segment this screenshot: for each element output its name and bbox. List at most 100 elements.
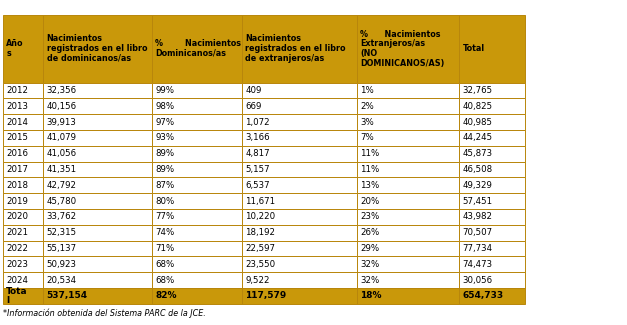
Bar xyxy=(152,130,242,146)
Bar xyxy=(152,225,242,240)
Text: 18%: 18% xyxy=(360,292,382,301)
Bar xyxy=(242,98,357,114)
Bar xyxy=(460,272,525,288)
Bar xyxy=(242,177,357,193)
Bar xyxy=(242,288,357,304)
Text: 2020: 2020 xyxy=(6,213,28,221)
Text: 44,245: 44,245 xyxy=(463,134,493,142)
Bar xyxy=(152,146,242,162)
Bar xyxy=(460,240,525,256)
Text: 18,192: 18,192 xyxy=(245,228,275,237)
Text: 68%: 68% xyxy=(155,260,174,269)
Bar xyxy=(242,272,357,288)
Text: 32,356: 32,356 xyxy=(46,86,76,95)
Text: 33,762: 33,762 xyxy=(46,213,76,221)
Bar xyxy=(357,98,460,114)
Bar xyxy=(357,146,460,162)
Text: 2%: 2% xyxy=(360,102,374,111)
Bar xyxy=(460,114,525,130)
Bar xyxy=(460,15,525,83)
Text: 1,072: 1,072 xyxy=(245,118,270,127)
Bar xyxy=(357,193,460,209)
Bar xyxy=(43,83,152,98)
Text: 11%: 11% xyxy=(360,149,379,158)
Text: 50,923: 50,923 xyxy=(46,260,76,269)
Bar xyxy=(152,98,242,114)
Bar xyxy=(3,130,43,146)
Text: 74,473: 74,473 xyxy=(463,260,493,269)
Bar xyxy=(357,15,460,83)
Bar xyxy=(357,114,460,130)
Bar xyxy=(242,193,357,209)
Text: 97%: 97% xyxy=(155,118,174,127)
Bar xyxy=(3,15,43,83)
Bar xyxy=(3,256,43,272)
Bar xyxy=(242,162,357,177)
Text: 2014: 2014 xyxy=(6,118,28,127)
Bar xyxy=(3,98,43,114)
Text: 68%: 68% xyxy=(155,276,174,285)
Text: 40,985: 40,985 xyxy=(463,118,492,127)
Bar xyxy=(43,162,152,177)
Bar xyxy=(242,240,357,256)
Bar xyxy=(242,146,357,162)
Text: 32%: 32% xyxy=(360,260,379,269)
Bar xyxy=(3,240,43,256)
Text: *Información obtenida del Sistema PARC de la JCE.: *Información obtenida del Sistema PARC d… xyxy=(3,309,206,318)
Bar xyxy=(242,256,357,272)
Text: 2013: 2013 xyxy=(6,102,28,111)
Text: 77%: 77% xyxy=(155,213,174,221)
Text: 6,537: 6,537 xyxy=(245,181,270,190)
Text: 45,780: 45,780 xyxy=(46,197,76,206)
Bar xyxy=(43,177,152,193)
Text: 2017: 2017 xyxy=(6,165,28,174)
Bar xyxy=(357,209,460,225)
Text: 89%: 89% xyxy=(155,165,174,174)
Text: 87%: 87% xyxy=(155,181,174,190)
Text: 13%: 13% xyxy=(360,181,379,190)
Text: 2015: 2015 xyxy=(6,134,28,142)
Text: 654,733: 654,733 xyxy=(463,292,503,301)
Bar xyxy=(357,240,460,256)
Text: 26%: 26% xyxy=(360,228,379,237)
Bar xyxy=(152,288,242,304)
Bar xyxy=(152,256,242,272)
Text: 41,056: 41,056 xyxy=(46,149,76,158)
Text: 74%: 74% xyxy=(155,228,174,237)
Text: 23,550: 23,550 xyxy=(245,260,275,269)
Bar xyxy=(43,98,152,114)
Bar xyxy=(460,193,525,209)
Text: 1%: 1% xyxy=(360,86,374,95)
Text: 32,765: 32,765 xyxy=(463,86,493,95)
Bar xyxy=(460,209,525,225)
Text: 2023: 2023 xyxy=(6,260,28,269)
Text: 77,734: 77,734 xyxy=(463,244,493,253)
Bar xyxy=(460,130,525,146)
Bar xyxy=(242,15,357,83)
Text: 409: 409 xyxy=(245,86,261,95)
Text: 32%: 32% xyxy=(360,276,379,285)
Bar xyxy=(357,256,460,272)
Text: 42,792: 42,792 xyxy=(46,181,76,190)
Text: 11,671: 11,671 xyxy=(245,197,275,206)
Text: 2012: 2012 xyxy=(6,86,28,95)
Text: 82%: 82% xyxy=(155,292,177,301)
Bar xyxy=(460,146,525,162)
Bar xyxy=(43,130,152,146)
Bar xyxy=(460,225,525,240)
Text: 669: 669 xyxy=(245,102,261,111)
Bar xyxy=(43,146,152,162)
Bar xyxy=(3,177,43,193)
Bar xyxy=(357,288,460,304)
Bar xyxy=(3,272,43,288)
Bar xyxy=(460,98,525,114)
Bar xyxy=(3,114,43,130)
Text: 46,508: 46,508 xyxy=(463,165,493,174)
Bar xyxy=(242,83,357,98)
Text: 55,137: 55,137 xyxy=(46,244,76,253)
Text: 49,329: 49,329 xyxy=(463,181,492,190)
Text: 52,315: 52,315 xyxy=(46,228,76,237)
Bar xyxy=(152,193,242,209)
Text: 4,817: 4,817 xyxy=(245,149,270,158)
Bar xyxy=(460,288,525,304)
